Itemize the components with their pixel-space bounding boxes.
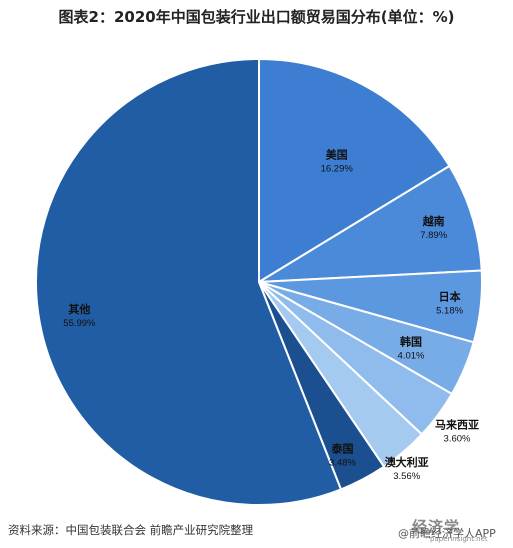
slice-category-label: 泰国 (331, 442, 354, 456)
chart-title: 图表2：2020年中国包装行业出口额贸易国分布(单位：%) (58, 8, 455, 26)
publisher-watermark: 经济学 @前瞻经济学人APP paperinsight.net (390, 516, 508, 544)
pie-slice-8 (35, 57, 343, 506)
slice-value-label: 3.48% (329, 458, 356, 469)
slice-category-label: 日本 (439, 289, 461, 303)
slice-value-label: 7.89% (420, 230, 447, 241)
slice-value-label: 5.18% (436, 305, 463, 316)
pie-labels: 美国 16.29% 越南 7.89% 日本 5.18% 韩国 4.01% 马来西亚 3.60% 澳大… (63, 148, 479, 483)
slice-category-label: 澳大利亚 (385, 455, 429, 469)
slice-category-label: 马来西亚 (435, 418, 479, 432)
slice-value-label: 55.99% (63, 318, 96, 329)
slice-value-label: 4.01% (398, 350, 425, 361)
slice-category-label: 韩国 (400, 334, 422, 348)
slice-category-label: 越南 (422, 214, 445, 228)
pie-slices (35, 57, 483, 506)
slice-category-label: 美国 (326, 148, 348, 162)
slice-category-label: 其他 (68, 302, 90, 316)
slice-value-label: 16.29% (321, 164, 354, 175)
slice-value-label: 3.60% (444, 434, 471, 445)
watermark-site: paperinsight.net (430, 535, 488, 543)
pie-slice-2 (258, 164, 483, 283)
source-note: 资料来源：中国包装联合会 前瞻产业研究院整理 (8, 523, 254, 537)
pie-slice-1 (258, 57, 451, 284)
watermark-app-name: @前瞻经济学人APP (398, 527, 496, 540)
slice-value-label: 3.56% (393, 471, 420, 482)
watermark-brand: 经济学 (412, 518, 461, 536)
